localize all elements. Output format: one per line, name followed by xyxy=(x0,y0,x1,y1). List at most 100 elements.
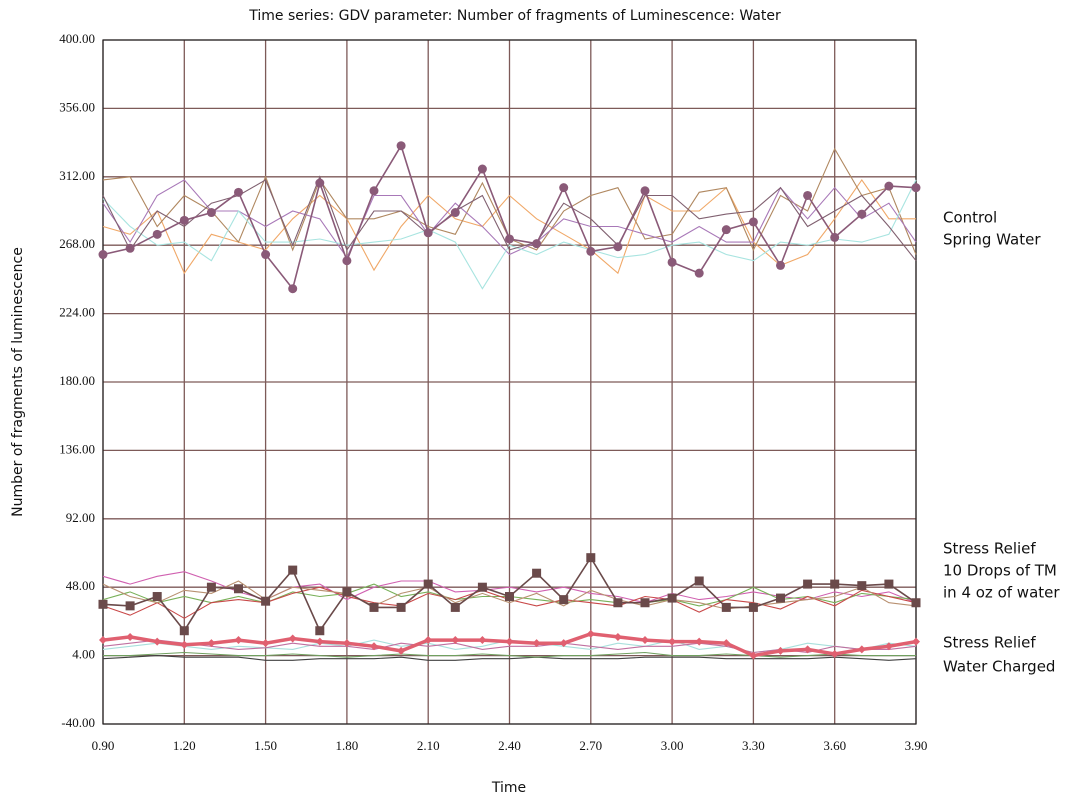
point-marker xyxy=(748,602,758,612)
chart-title: Time series: GDV parameter: Number of fr… xyxy=(248,8,781,24)
point-marker xyxy=(559,183,569,193)
point-marker xyxy=(451,636,460,645)
point-marker xyxy=(179,626,189,636)
point-marker xyxy=(423,228,433,238)
point-marker xyxy=(152,229,162,239)
y-tick-label: 48.00 xyxy=(66,578,95,593)
point-marker xyxy=(586,553,596,563)
point-marker xyxy=(206,582,216,592)
y-tick-label: 356.00 xyxy=(59,99,95,114)
point-marker xyxy=(911,598,921,608)
point-marker xyxy=(830,579,840,589)
point-marker xyxy=(613,598,623,608)
point-marker xyxy=(857,581,867,591)
point-marker xyxy=(559,595,569,605)
series-line xyxy=(102,580,917,610)
annotation: Water Charged xyxy=(943,658,1055,676)
point-marker xyxy=(694,576,704,586)
point-marker xyxy=(397,646,406,655)
point-marker xyxy=(641,636,649,645)
point-marker xyxy=(911,183,921,193)
point-marker xyxy=(721,602,731,612)
point-marker xyxy=(884,579,894,589)
x-axis-label: Time xyxy=(491,780,526,796)
point-marker xyxy=(261,639,270,648)
point-marker xyxy=(234,584,243,594)
point-marker xyxy=(613,632,622,641)
point-marker xyxy=(586,629,595,638)
point-marker xyxy=(315,178,325,188)
point-marker xyxy=(396,602,406,612)
annotation: in 4 oz of water xyxy=(943,584,1060,602)
point-marker xyxy=(125,243,135,253)
point-marker xyxy=(261,250,271,260)
point-marker xyxy=(98,250,108,260)
x-tick-label: 2.10 xyxy=(417,738,440,753)
point-marker xyxy=(748,217,758,227)
point-marker xyxy=(505,234,514,244)
point-marker xyxy=(532,568,542,578)
point-marker xyxy=(315,626,325,636)
y-axis-label: Number of fragments of luminescence xyxy=(10,247,26,517)
point-marker xyxy=(450,602,460,612)
annotation: Control xyxy=(943,209,997,227)
series-line xyxy=(102,179,917,290)
y-tick-label: 180.00 xyxy=(59,373,95,388)
point-marker xyxy=(207,639,216,648)
point-marker xyxy=(749,651,758,660)
point-marker xyxy=(667,257,677,267)
point-marker xyxy=(288,284,298,294)
x-tick-label: 1.80 xyxy=(336,738,359,753)
point-marker xyxy=(288,634,297,643)
point-marker xyxy=(803,190,813,200)
point-marker xyxy=(884,181,894,191)
point-marker xyxy=(396,141,406,151)
point-marker xyxy=(803,645,812,654)
point-marker xyxy=(668,637,677,646)
point-marker xyxy=(424,636,433,645)
x-tick-label: 3.00 xyxy=(661,738,684,753)
x-tick-label: 2.70 xyxy=(579,738,602,753)
point-marker xyxy=(477,582,487,592)
point-marker xyxy=(261,596,271,606)
point-marker xyxy=(586,246,596,256)
x-tick-label: 0.90 xyxy=(92,738,115,753)
point-marker xyxy=(640,598,650,608)
point-marker xyxy=(288,565,298,575)
point-marker xyxy=(857,645,866,654)
annotation: Spring Water xyxy=(943,231,1041,249)
point-marker xyxy=(180,640,189,649)
y-tick-label: 312.00 xyxy=(59,168,95,183)
point-marker xyxy=(776,646,785,655)
point-marker xyxy=(99,636,107,645)
annotation: Stress Relief xyxy=(943,540,1036,558)
point-marker xyxy=(342,639,351,648)
point-marker xyxy=(369,186,379,196)
plot-frame xyxy=(102,39,917,725)
point-marker xyxy=(613,242,623,252)
point-marker xyxy=(640,186,650,196)
y-tick-label: -40.00 xyxy=(61,715,95,730)
series-line xyxy=(103,651,916,658)
y-tick-label: 4.00 xyxy=(72,647,95,662)
point-marker xyxy=(369,602,379,612)
point-marker xyxy=(126,632,135,641)
y-tick-label: 136.00 xyxy=(59,441,95,456)
point-marker xyxy=(98,599,108,609)
point-marker xyxy=(125,601,135,611)
point-marker xyxy=(505,592,514,602)
point-marker xyxy=(532,239,542,249)
point-marker xyxy=(721,225,731,235)
x-tick-label: 3.90 xyxy=(905,738,928,753)
point-marker xyxy=(206,208,216,218)
point-marker xyxy=(234,636,243,645)
point-marker xyxy=(912,637,920,646)
point-marker xyxy=(559,639,568,648)
point-marker xyxy=(722,639,731,648)
point-marker xyxy=(477,164,487,174)
point-marker xyxy=(450,208,460,218)
point-marker xyxy=(423,579,433,589)
point-marker xyxy=(315,637,324,646)
